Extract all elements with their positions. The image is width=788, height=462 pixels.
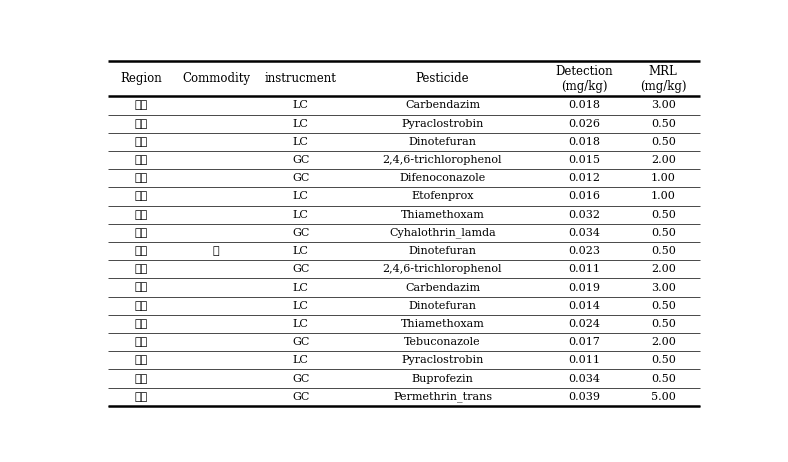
Text: GC: GC [292, 374, 310, 383]
Text: 0.012: 0.012 [568, 173, 600, 183]
Text: Dinotefuran: Dinotefuran [408, 137, 477, 147]
Text: 0.50: 0.50 [651, 119, 675, 128]
Text: 인천: 인천 [134, 155, 147, 165]
Text: LC: LC [293, 119, 309, 128]
Text: 0.50: 0.50 [651, 210, 675, 220]
Text: 0.50: 0.50 [651, 246, 675, 256]
Text: 1.00: 1.00 [651, 173, 675, 183]
Text: LC: LC [293, 246, 309, 256]
Text: 0.039: 0.039 [568, 392, 600, 402]
Text: 0.016: 0.016 [568, 191, 600, 201]
Text: 0.50: 0.50 [651, 355, 675, 365]
Text: Tebuconazole: Tebuconazole [404, 337, 481, 347]
Text: 0.017: 0.017 [568, 337, 600, 347]
Text: LC: LC [293, 210, 309, 220]
Text: 수원: 수원 [134, 246, 147, 256]
Text: GC: GC [292, 155, 310, 165]
Text: 0.011: 0.011 [568, 355, 600, 365]
Text: 0.011: 0.011 [568, 264, 600, 274]
Text: Commodity: Commodity [182, 72, 251, 85]
Text: Cyhalothrin_lamda: Cyhalothrin_lamda [389, 227, 496, 238]
Text: 0.015: 0.015 [568, 155, 600, 165]
Text: 0.50: 0.50 [651, 374, 675, 383]
Text: MRL
(mg/kg): MRL (mg/kg) [640, 65, 686, 92]
Text: LC: LC [293, 282, 309, 292]
Text: Carbendazim: Carbendazim [405, 282, 480, 292]
Text: instrucment: instrucment [265, 72, 336, 85]
Text: 0.023: 0.023 [568, 246, 600, 256]
Text: 서울: 서울 [134, 301, 147, 311]
Text: 인천: 인천 [134, 374, 147, 383]
Text: 원주: 원주 [134, 137, 147, 147]
Text: GC: GC [292, 173, 310, 183]
Text: 부산: 부산 [134, 355, 147, 365]
Text: 부산: 부산 [134, 337, 147, 347]
Text: 0.032: 0.032 [568, 210, 600, 220]
Text: 부산: 부산 [134, 119, 147, 128]
Text: LC: LC [293, 100, 309, 110]
Text: 2.00: 2.00 [651, 337, 675, 347]
Text: Thiamethoxam: Thiamethoxam [400, 319, 485, 329]
Text: Pesticide: Pesticide [416, 72, 470, 85]
Text: 서울: 서울 [134, 319, 147, 329]
Text: 인천: 인천 [134, 173, 147, 183]
Text: 0.50: 0.50 [651, 228, 675, 238]
Text: 0.026: 0.026 [568, 119, 600, 128]
Text: 5.00: 5.00 [651, 392, 675, 402]
Text: 인천: 인천 [134, 392, 147, 402]
Text: 0.034: 0.034 [568, 228, 600, 238]
Text: Pyraclostrobin: Pyraclostrobin [401, 119, 484, 128]
Text: 0.018: 0.018 [568, 100, 600, 110]
Text: LC: LC [293, 191, 309, 201]
Text: Detection
(mg/kg): Detection (mg/kg) [556, 65, 613, 92]
Text: Etofenprox: Etofenprox [411, 191, 474, 201]
Text: 2.00: 2.00 [651, 264, 675, 274]
Text: GC: GC [292, 228, 310, 238]
Text: Region: Region [120, 72, 162, 85]
Text: 0.014: 0.014 [568, 301, 600, 311]
Text: GC: GC [292, 337, 310, 347]
Text: Carbendazim: Carbendazim [405, 100, 480, 110]
Text: 수원: 수원 [134, 228, 147, 238]
Text: 1.00: 1.00 [651, 191, 675, 201]
Text: LC: LC [293, 319, 309, 329]
Text: Permethrin_trans: Permethrin_trans [393, 391, 492, 402]
Text: 서울: 서울 [134, 264, 147, 274]
Text: 인천: 인천 [134, 210, 147, 220]
Text: 0.034: 0.034 [568, 374, 600, 383]
Text: Difenoconazole: Difenoconazole [400, 173, 485, 183]
Text: 0.019: 0.019 [568, 282, 600, 292]
Text: Buprofezin: Buprofezin [411, 374, 474, 383]
Text: 0.024: 0.024 [568, 319, 600, 329]
Text: 2,4,6-trichlorophenol: 2,4,6-trichlorophenol [383, 155, 502, 165]
Text: Pyraclostrobin: Pyraclostrobin [401, 355, 484, 365]
Text: Dinotefuran: Dinotefuran [408, 301, 477, 311]
Text: 2.00: 2.00 [651, 155, 675, 165]
Text: GC: GC [292, 392, 310, 402]
Text: 3.00: 3.00 [651, 100, 675, 110]
Text: 인천: 인천 [134, 191, 147, 201]
Text: Dinotefuran: Dinotefuran [408, 246, 477, 256]
Text: 2,4,6-trichlorophenol: 2,4,6-trichlorophenol [383, 264, 502, 274]
Text: 0.50: 0.50 [651, 319, 675, 329]
Text: 0.50: 0.50 [651, 301, 675, 311]
Text: 제주: 제주 [134, 100, 147, 110]
Text: 서울: 서울 [134, 282, 147, 292]
Text: 3.00: 3.00 [651, 282, 675, 292]
Text: GC: GC [292, 264, 310, 274]
Text: Thiamethoxam: Thiamethoxam [400, 210, 485, 220]
Text: LC: LC [293, 301, 309, 311]
Text: LC: LC [293, 137, 309, 147]
Text: 0.50: 0.50 [651, 137, 675, 147]
Text: 0.018: 0.018 [568, 137, 600, 147]
Text: LC: LC [293, 355, 309, 365]
Text: 감: 감 [213, 246, 220, 256]
